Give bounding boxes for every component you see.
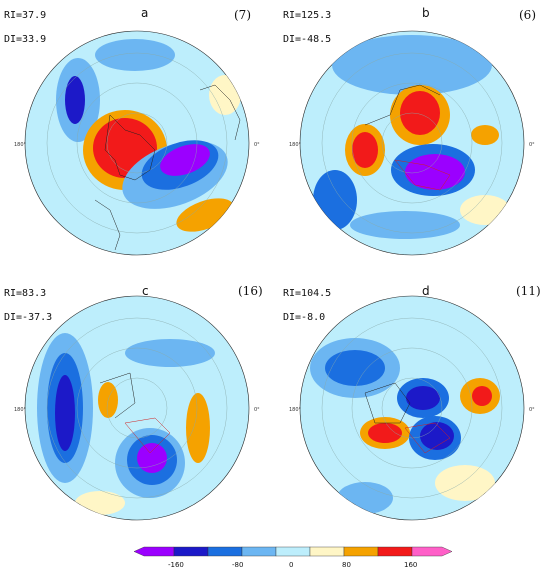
colorbar-tick: -160 [168, 561, 184, 569]
panel-count: (11) [516, 284, 541, 298]
panel-letter: d [422, 284, 430, 298]
map-panel-d: 180° 0° d (11) RI=104.5 DI=-8.0 [275, 278, 550, 548]
colorbar-swatch [411, 546, 453, 557]
ri-label: RI=125.3 [283, 10, 332, 21]
panel-letter: c [142, 284, 149, 298]
colorbar-tick: 160 [404, 561, 417, 569]
colorbar-tick: 80 [342, 561, 351, 569]
di-label: DI=-8.0 [283, 312, 326, 323]
colorbar-swatch [377, 546, 413, 557]
panel-count: (16) [238, 284, 263, 298]
lon-label-180: 180° [289, 142, 302, 148]
lon-label-180: 180° [14, 407, 27, 413]
colorbar-tick: -80 [232, 561, 243, 569]
map-panel-b: 180° 0° b (6) RI=125.3 DI=-48.5 [275, 0, 550, 270]
colorbar-swatch [133, 546, 175, 557]
colorbar-swatch [343, 546, 379, 557]
lon-label-0: 0° [529, 407, 535, 413]
colorbar: -160 -80 0 80 160 [133, 546, 453, 569]
lon-label-0: 0° [254, 407, 260, 413]
di-label: DI=-48.5 [283, 34, 332, 45]
colorbar-boxes [133, 546, 453, 557]
lon-label-180: 180° [289, 407, 302, 413]
lon-label-0: 0° [254, 142, 260, 148]
colorbar-swatch [207, 546, 243, 557]
colorbar-tick: 0 [289, 561, 293, 569]
di-label: DI=-37.3 [4, 312, 53, 323]
panel-count: (6) [519, 8, 536, 22]
polar-map-b: 180° 0° [289, 30, 535, 256]
lon-label-180: 180° [14, 142, 27, 148]
ri-label: RI=83.3 [4, 288, 47, 299]
ri-label: RI=37.9 [4, 10, 47, 21]
colorbar-swatch [173, 546, 209, 557]
map-panel-c: 180° 0° c (16) RI=83.3 DI=-37.3 [0, 278, 275, 548]
polar-map-a: 180° 0° [14, 30, 260, 256]
panel-count: (7) [234, 8, 251, 22]
map-panel-a: 180° 0° a (7) RI=37.9 DI=33.9 [0, 0, 275, 270]
colorbar-swatch [275, 546, 311, 557]
di-label: DI=33.9 [4, 34, 47, 45]
lon-label-0: 0° [529, 142, 535, 148]
ri-label: RI=104.5 [283, 288, 332, 299]
panel-letter: b [422, 6, 430, 20]
polar-map-c: 180° 0° [14, 295, 260, 521]
colorbar-swatch [309, 546, 345, 557]
panel-letter: a [141, 6, 149, 20]
polar-map-d: 180° 0° [289, 295, 535, 521]
colorbar-swatch [241, 546, 277, 557]
